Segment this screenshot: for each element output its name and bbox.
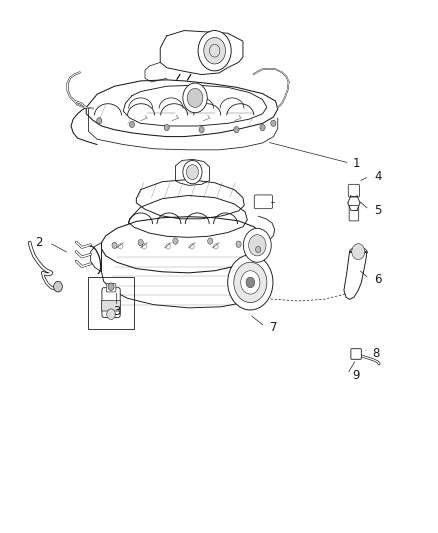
Circle shape bbox=[183, 160, 202, 184]
Text: 4: 4 bbox=[374, 170, 381, 183]
Circle shape bbox=[244, 228, 271, 262]
Text: 3: 3 bbox=[113, 305, 120, 318]
FancyBboxPatch shape bbox=[106, 284, 116, 292]
Polygon shape bbox=[102, 216, 262, 273]
Circle shape bbox=[198, 30, 231, 71]
Polygon shape bbox=[176, 159, 209, 185]
Polygon shape bbox=[344, 252, 367, 300]
Text: 5: 5 bbox=[374, 204, 381, 217]
FancyBboxPatch shape bbox=[254, 195, 272, 209]
Circle shape bbox=[183, 83, 207, 113]
Circle shape bbox=[260, 124, 265, 131]
Circle shape bbox=[107, 309, 116, 319]
Circle shape bbox=[352, 244, 365, 260]
Text: 2: 2 bbox=[35, 236, 42, 249]
Circle shape bbox=[108, 283, 114, 290]
Text: 6: 6 bbox=[374, 273, 381, 286]
FancyBboxPatch shape bbox=[349, 206, 359, 221]
Circle shape bbox=[204, 37, 226, 64]
Circle shape bbox=[199, 126, 204, 133]
Circle shape bbox=[138, 239, 143, 246]
Circle shape bbox=[129, 121, 134, 127]
Circle shape bbox=[241, 271, 260, 294]
Circle shape bbox=[271, 120, 276, 126]
Circle shape bbox=[173, 238, 178, 244]
Circle shape bbox=[208, 238, 213, 244]
Circle shape bbox=[234, 126, 239, 133]
Circle shape bbox=[97, 117, 102, 124]
Polygon shape bbox=[136, 180, 244, 219]
Circle shape bbox=[228, 255, 273, 310]
FancyBboxPatch shape bbox=[348, 184, 360, 197]
Circle shape bbox=[246, 277, 254, 288]
Circle shape bbox=[53, 281, 62, 292]
FancyBboxPatch shape bbox=[102, 301, 120, 311]
Circle shape bbox=[187, 88, 203, 108]
Polygon shape bbox=[86, 80, 278, 136]
Circle shape bbox=[249, 235, 266, 256]
Text: 7: 7 bbox=[270, 321, 277, 334]
FancyBboxPatch shape bbox=[102, 288, 120, 317]
Polygon shape bbox=[128, 196, 247, 237]
Text: 8: 8 bbox=[372, 348, 379, 360]
Circle shape bbox=[255, 246, 261, 253]
Polygon shape bbox=[160, 30, 243, 75]
Bar bbox=[88, 277, 134, 329]
Circle shape bbox=[112, 242, 117, 248]
Polygon shape bbox=[123, 85, 267, 126]
Circle shape bbox=[234, 262, 267, 303]
FancyBboxPatch shape bbox=[351, 349, 361, 359]
Circle shape bbox=[236, 241, 241, 247]
Circle shape bbox=[186, 165, 198, 180]
Circle shape bbox=[164, 124, 170, 131]
Text: 9: 9 bbox=[352, 369, 360, 382]
Text: 1: 1 bbox=[352, 157, 360, 169]
